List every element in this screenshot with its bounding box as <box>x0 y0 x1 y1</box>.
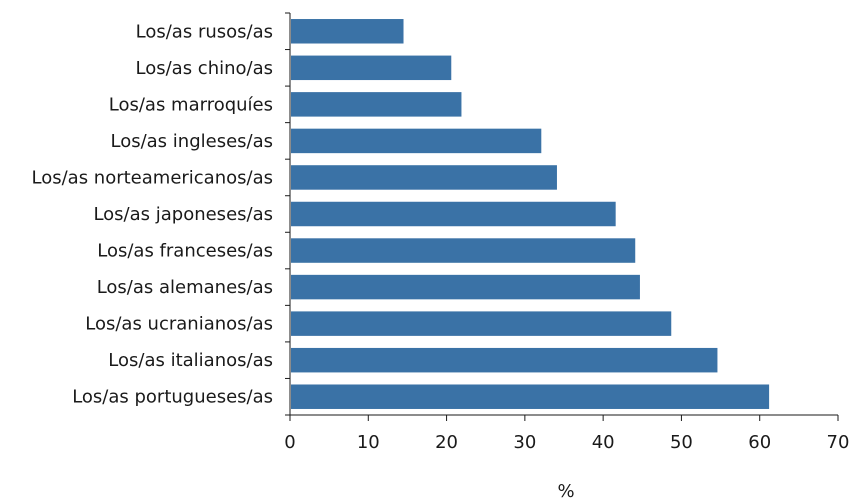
x-tick-label: 70 <box>827 432 850 453</box>
category-label: Los/as italianos/as <box>108 350 273 371</box>
bar <box>291 55 452 81</box>
x-tick-label: 10 <box>357 432 380 453</box>
bars <box>291 19 770 409</box>
bar <box>291 128 542 154</box>
category-labels: Los/as rusos/as Los/as chino/as Los/as mar… <box>32 21 274 407</box>
bar <box>291 274 640 300</box>
y-axis <box>285 12 291 416</box>
category-label: Los/as rusos/as <box>136 21 273 42</box>
category-label: Los/as ingleses/as <box>110 131 273 152</box>
category-label: Los/as franceses/as <box>97 241 273 262</box>
bar <box>291 201 616 227</box>
category-label: Los/as ucranianos/as <box>85 314 273 335</box>
category-label: Los/as japoneses/as <box>93 204 273 225</box>
bar <box>291 384 770 409</box>
category-label: Los/as norteamericanos/as <box>32 167 274 188</box>
bar <box>291 19 404 44</box>
x-axis <box>289 414 839 421</box>
x-tick-label: 30 <box>513 432 536 453</box>
category-label: Los/as marroquíes <box>109 94 273 115</box>
x-tick-label: 60 <box>748 432 771 453</box>
x-tick-labels: 0 10 20 30 40 50 60 70 <box>284 432 849 453</box>
bar <box>291 165 557 190</box>
bar <box>291 238 636 263</box>
x-tick-label: 20 <box>435 432 458 453</box>
category-label: Los/as portugueses/as <box>72 387 273 408</box>
category-label: Los/as alemanes/as <box>97 277 273 298</box>
bar <box>291 92 462 117</box>
category-label: Los/as chino/as <box>136 58 274 79</box>
x-tick-label: 0 <box>284 432 295 453</box>
bar <box>291 311 672 336</box>
x-tick-label: 50 <box>670 432 693 453</box>
x-axis-title: % <box>557 481 574 499</box>
bar <box>291 347 718 373</box>
x-tick-label: 40 <box>592 432 615 453</box>
